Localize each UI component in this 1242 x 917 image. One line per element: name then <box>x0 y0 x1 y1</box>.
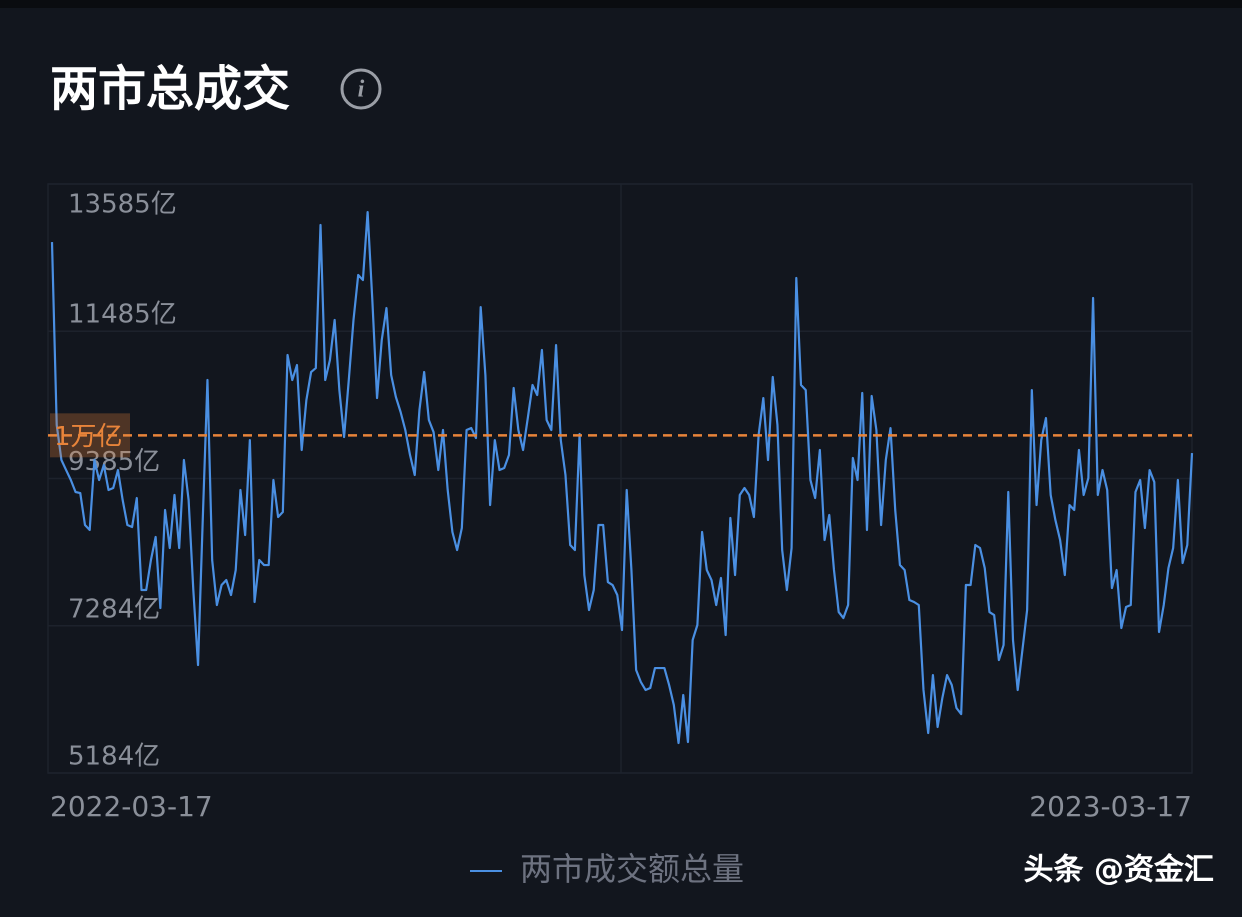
data-line <box>50 210 1194 745</box>
reference-label: 1万亿 <box>54 422 123 452</box>
y-tick-label: 5184亿 <box>68 742 160 772</box>
legend-label: 两市成交额总量 <box>520 850 744 888</box>
watermark: 头条 @资金汇 <box>1024 853 1214 888</box>
x-tick-label: 2023-03-17 <box>1029 790 1192 823</box>
y-tick-label: 7284亿 <box>68 594 160 624</box>
top-strip <box>0 0 1242 8</box>
x-tick-label: 2022-03-17 <box>50 790 213 823</box>
info-circle <box>340 68 382 110</box>
chart-title: 两市总成交 <box>50 61 290 117</box>
info-icon[interactable]: i <box>340 68 382 110</box>
info-glyph: i <box>358 77 365 103</box>
y-tick-label: 9385亿 <box>68 447 160 477</box>
y-tick-label: 11485亿 <box>68 300 177 330</box>
y-tick-label: 13585亿 <box>68 190 177 220</box>
